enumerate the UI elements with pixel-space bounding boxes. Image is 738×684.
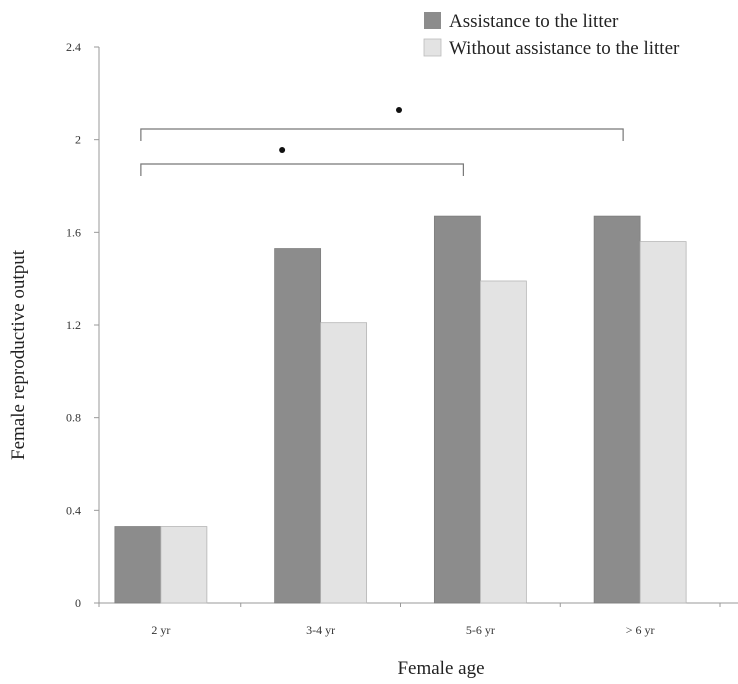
significance-marker bbox=[279, 147, 286, 153]
x-tick-label: 5-6 yr bbox=[466, 623, 495, 637]
bar-assistance-3 bbox=[593, 215, 641, 604]
y-tick-label: 0 bbox=[75, 596, 81, 610]
significance-brackets bbox=[140, 107, 624, 176]
legend-label-without-assistance: Without assistance to the litter bbox=[449, 38, 680, 59]
significance-bracket bbox=[140, 128, 624, 141]
bar-without-assistance-2 bbox=[479, 280, 527, 604]
x-ticks: 2 yr 3-4 yr 5-6 yr > 6 yr bbox=[98, 603, 721, 637]
bar-assistance-2 bbox=[433, 215, 481, 604]
x-axis-title: Female age bbox=[397, 658, 484, 679]
y-axis-title: Female reproductive output bbox=[8, 249, 29, 460]
y-tick-label: 0.4 bbox=[66, 503, 81, 517]
bar-without-assistance-3 bbox=[639, 241, 687, 604]
legend-swatch-without-assistance bbox=[423, 38, 442, 57]
bars bbox=[114, 215, 687, 604]
y-tick-label: 2 bbox=[75, 133, 81, 147]
significance-marker bbox=[396, 107, 402, 113]
y-tick-label: 0.8 bbox=[66, 411, 81, 425]
legend-label-assistance: Assistance to the litter bbox=[449, 11, 619, 32]
y-tick-label: 1.6 bbox=[66, 225, 81, 239]
legend-swatch-assistance bbox=[424, 12, 441, 29]
significance-bracket bbox=[140, 163, 464, 176]
bar-assistance-1 bbox=[274, 248, 322, 604]
bar-without-assistance-1 bbox=[320, 322, 368, 604]
bar-assistance-0 bbox=[114, 526, 162, 604]
y-tick-label: 1.2 bbox=[66, 318, 81, 332]
bar-without-assistance-0 bbox=[160, 526, 208, 604]
x-tick-label: 2 yr bbox=[151, 623, 170, 637]
y-tick-label: 2.4 bbox=[66, 40, 81, 54]
x-tick-label: 3-4 yr bbox=[306, 623, 335, 637]
x-tick-label: > 6 yr bbox=[626, 623, 655, 637]
y-ticks: 0 0.4 0.8 1.2 1.6 2 2.4 bbox=[66, 40, 99, 610]
legend: Assistance to the litter Without assista… bbox=[423, 11, 680, 59]
